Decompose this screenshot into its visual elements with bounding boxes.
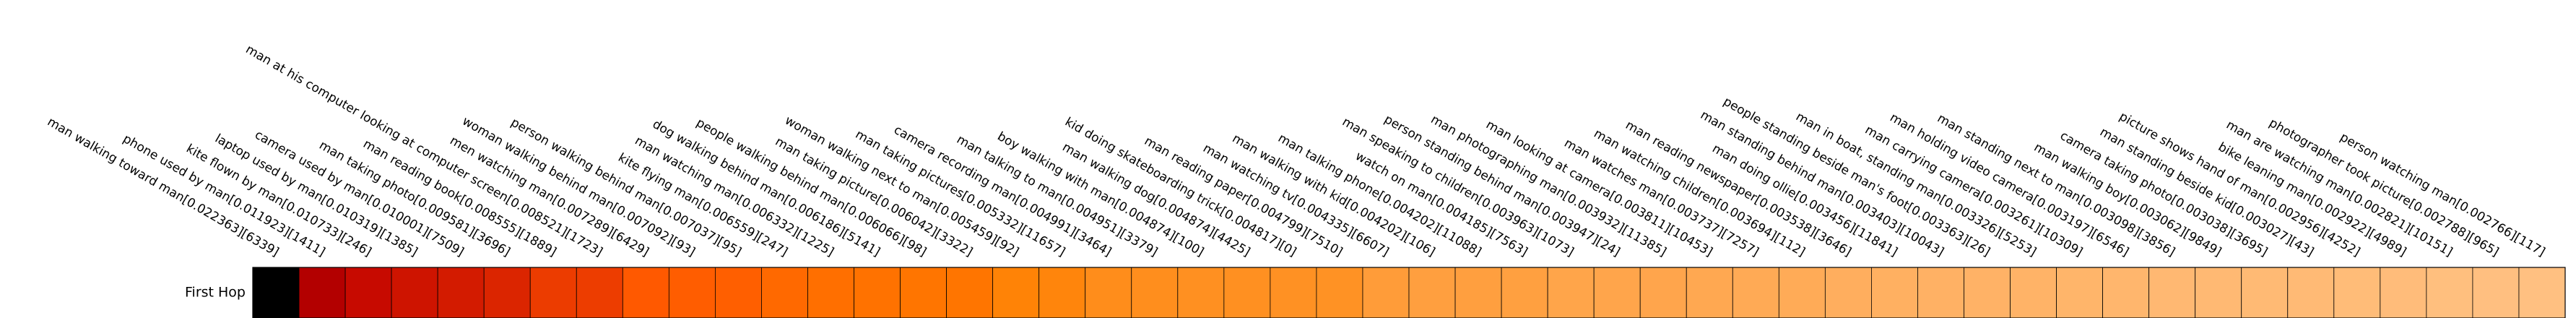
heatmap-cell <box>668 267 716 318</box>
heatmap-cell <box>1501 267 1548 318</box>
heatmap-cell <box>854 267 901 318</box>
heatmap-row <box>252 267 2566 318</box>
heatmap-cell <box>992 267 1040 318</box>
heatmap-cell <box>1964 267 2011 318</box>
heatmap-cell <box>391 267 438 318</box>
heatmap-cell <box>1686 267 1733 318</box>
heatmap-cell <box>1362 267 1410 318</box>
heatmap-cell <box>2056 267 2104 318</box>
heatmap-cell <box>1778 267 1826 318</box>
heatmap-cell <box>437 267 485 318</box>
heatmap-cell <box>715 267 762 318</box>
heatmap-cell <box>761 267 808 318</box>
heatmap-cell <box>1870 267 1918 318</box>
heatmap-cell <box>1917 267 1964 318</box>
heatmap-cell <box>2333 267 2381 318</box>
heatmap-cell <box>1593 267 1641 318</box>
heatmap-cell <box>1639 267 1687 318</box>
heatmap-cell <box>576 267 623 318</box>
heatmap-cell <box>344 267 392 318</box>
heatmap-cell <box>2010 267 2057 318</box>
heatmap-cell <box>946 267 994 318</box>
heatmap-cell <box>1270 267 1317 318</box>
heatmap-cell <box>2518 267 2566 318</box>
heatmap-cell <box>900 267 947 318</box>
heatmap-cell <box>529 267 577 318</box>
heatmap-cell <box>1732 267 1779 318</box>
heatmap-cell <box>1408 267 1456 318</box>
heatmap-cell <box>2287 267 2335 318</box>
column-labels: man walking toward man[0.022363][6339]ph… <box>45 42 2548 259</box>
heatmap-cell <box>2380 267 2427 318</box>
heatmap-frame <box>252 267 2566 318</box>
heatmap-cell <box>2195 267 2242 318</box>
heatmap-cell <box>1223 267 1271 318</box>
heatmap-cell <box>2426 267 2473 318</box>
heatmap-cell <box>1316 267 1363 318</box>
heatmap-cell <box>1177 267 1225 318</box>
heatmap-cell <box>622 267 669 318</box>
heatmap-cell <box>2472 267 2520 318</box>
heatmap-cell <box>2241 267 2289 318</box>
heatmap-cell <box>298 267 346 318</box>
heatmap-cell <box>2102 267 2150 318</box>
heatmap-cell <box>1454 267 1502 318</box>
heatmap-cell <box>807 267 854 318</box>
heatmap-cell <box>1824 267 1872 318</box>
heatmap-cell <box>2148 267 2196 318</box>
heatmap-cell <box>483 267 531 318</box>
row-label: First Hop <box>185 285 246 301</box>
heatmap-cell <box>1038 267 1086 318</box>
heatmap-cell <box>1085 267 1132 318</box>
heatmap-cell <box>1547 267 1595 318</box>
heatmap-cell <box>252 267 300 318</box>
heatmap-cell <box>1131 267 1179 318</box>
